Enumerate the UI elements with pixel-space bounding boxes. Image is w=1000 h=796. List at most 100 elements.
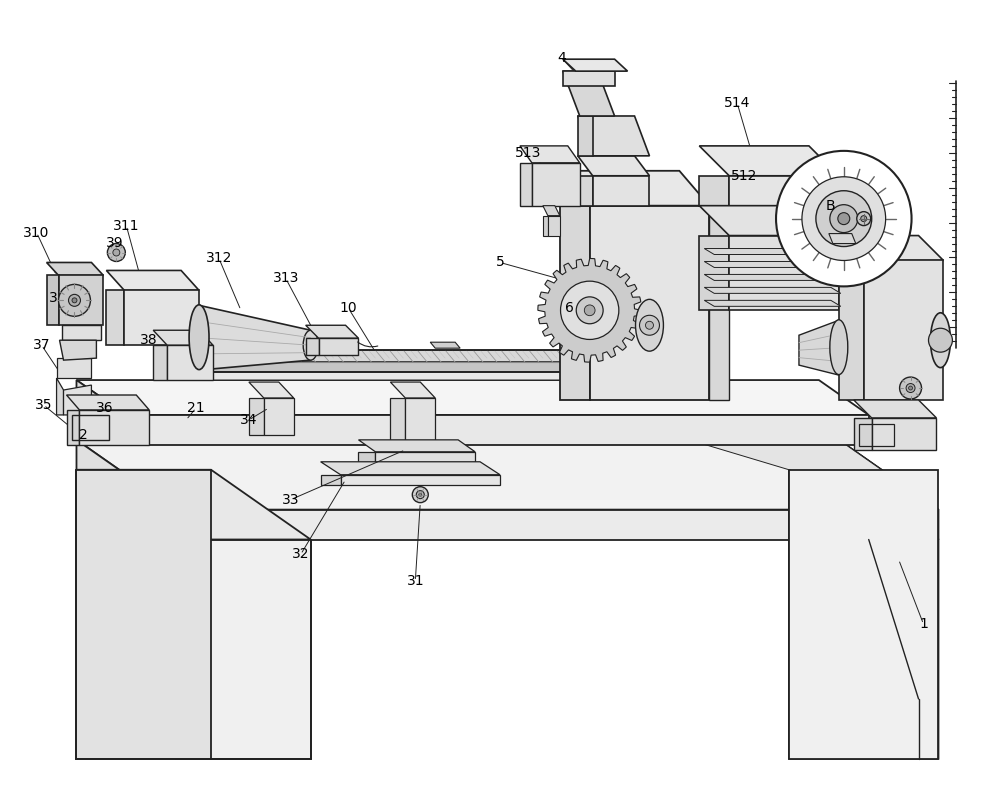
Polygon shape (590, 205, 709, 400)
Polygon shape (153, 330, 213, 345)
Polygon shape (390, 398, 405, 440)
Text: 513: 513 (515, 146, 541, 160)
Polygon shape (789, 470, 938, 759)
Text: 311: 311 (113, 219, 140, 232)
Polygon shape (560, 205, 590, 400)
Polygon shape (47, 263, 103, 275)
Polygon shape (199, 306, 311, 370)
Polygon shape (156, 356, 166, 368)
Text: 38: 38 (140, 334, 158, 347)
Circle shape (857, 212, 871, 225)
Polygon shape (176, 540, 311, 759)
Circle shape (900, 377, 922, 399)
Text: 313: 313 (273, 271, 299, 286)
Text: 1: 1 (919, 617, 928, 631)
Polygon shape (560, 171, 709, 205)
Circle shape (776, 151, 912, 287)
Polygon shape (704, 275, 841, 280)
Circle shape (640, 315, 659, 335)
Circle shape (561, 281, 619, 339)
Circle shape (830, 205, 858, 232)
Polygon shape (166, 372, 719, 380)
Text: 32: 32 (292, 548, 309, 561)
Polygon shape (593, 176, 649, 205)
Polygon shape (405, 398, 435, 440)
Polygon shape (319, 338, 358, 355)
Text: 3: 3 (49, 291, 58, 306)
Text: 5: 5 (496, 256, 504, 270)
Text: 31: 31 (406, 575, 424, 588)
Polygon shape (839, 260, 864, 400)
Polygon shape (57, 378, 64, 415)
Circle shape (419, 494, 422, 496)
Circle shape (645, 322, 653, 330)
Polygon shape (306, 338, 319, 355)
Text: 34: 34 (240, 413, 258, 427)
Text: B: B (826, 199, 836, 213)
Polygon shape (548, 216, 560, 236)
Circle shape (906, 384, 915, 392)
Polygon shape (839, 440, 938, 540)
Polygon shape (520, 146, 580, 163)
Polygon shape (76, 470, 211, 759)
Circle shape (416, 490, 424, 498)
Polygon shape (76, 380, 126, 445)
Polygon shape (799, 320, 839, 375)
Text: 312: 312 (206, 252, 232, 266)
Ellipse shape (930, 313, 950, 368)
Polygon shape (67, 410, 79, 445)
Circle shape (412, 486, 428, 502)
Polygon shape (126, 415, 869, 445)
Polygon shape (390, 382, 435, 398)
Polygon shape (64, 385, 91, 415)
Polygon shape (106, 271, 199, 291)
Circle shape (59, 284, 90, 316)
Polygon shape (543, 216, 548, 236)
Polygon shape (689, 440, 938, 509)
Polygon shape (264, 398, 294, 435)
Polygon shape (578, 116, 649, 156)
Text: 36: 36 (96, 401, 113, 415)
Polygon shape (59, 275, 103, 326)
Polygon shape (532, 163, 580, 205)
Circle shape (576, 297, 603, 324)
Polygon shape (153, 345, 167, 380)
Polygon shape (358, 440, 475, 452)
Polygon shape (306, 326, 358, 338)
Polygon shape (167, 345, 213, 380)
Polygon shape (249, 382, 294, 398)
Polygon shape (341, 474, 500, 485)
Text: 514: 514 (724, 96, 750, 110)
Polygon shape (854, 418, 872, 450)
Polygon shape (729, 176, 839, 205)
Polygon shape (358, 452, 375, 462)
Polygon shape (161, 362, 729, 372)
Polygon shape (538, 259, 642, 362)
Polygon shape (699, 236, 729, 310)
Polygon shape (176, 509, 938, 540)
Polygon shape (57, 358, 91, 378)
Polygon shape (699, 146, 839, 176)
Polygon shape (161, 350, 729, 362)
Polygon shape (76, 380, 869, 415)
Polygon shape (709, 205, 729, 400)
Text: 512: 512 (731, 169, 757, 183)
Polygon shape (321, 462, 500, 474)
Circle shape (107, 244, 125, 261)
Polygon shape (864, 260, 943, 400)
Polygon shape (704, 248, 841, 255)
Polygon shape (47, 275, 59, 326)
Text: 37: 37 (33, 338, 50, 352)
Polygon shape (79, 410, 149, 445)
Circle shape (802, 177, 886, 260)
Circle shape (113, 249, 120, 256)
Polygon shape (249, 398, 264, 435)
Polygon shape (854, 400, 936, 418)
Circle shape (928, 328, 952, 352)
Text: 10: 10 (340, 302, 357, 315)
Polygon shape (520, 163, 532, 205)
Circle shape (584, 305, 595, 316)
Ellipse shape (303, 330, 318, 360)
Polygon shape (704, 300, 841, 306)
Circle shape (72, 298, 77, 302)
